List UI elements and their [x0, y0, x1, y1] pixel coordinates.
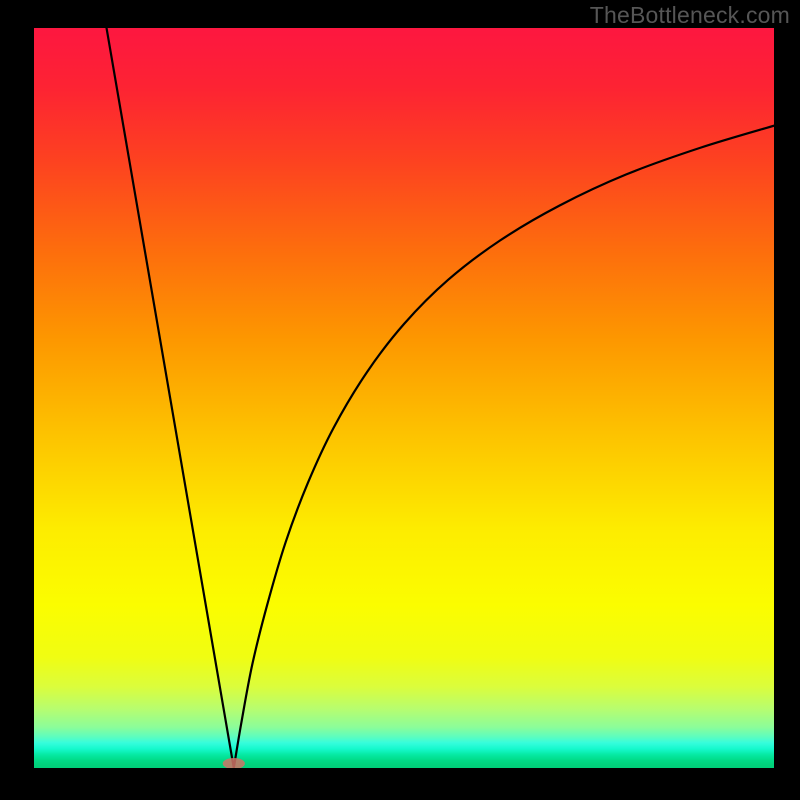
chart-container: TheBottleneck.com: [0, 0, 800, 800]
gradient-background: [34, 28, 774, 768]
chart-svg: [34, 28, 774, 768]
plot-area: [34, 28, 774, 768]
watermark-text: TheBottleneck.com: [590, 2, 790, 29]
